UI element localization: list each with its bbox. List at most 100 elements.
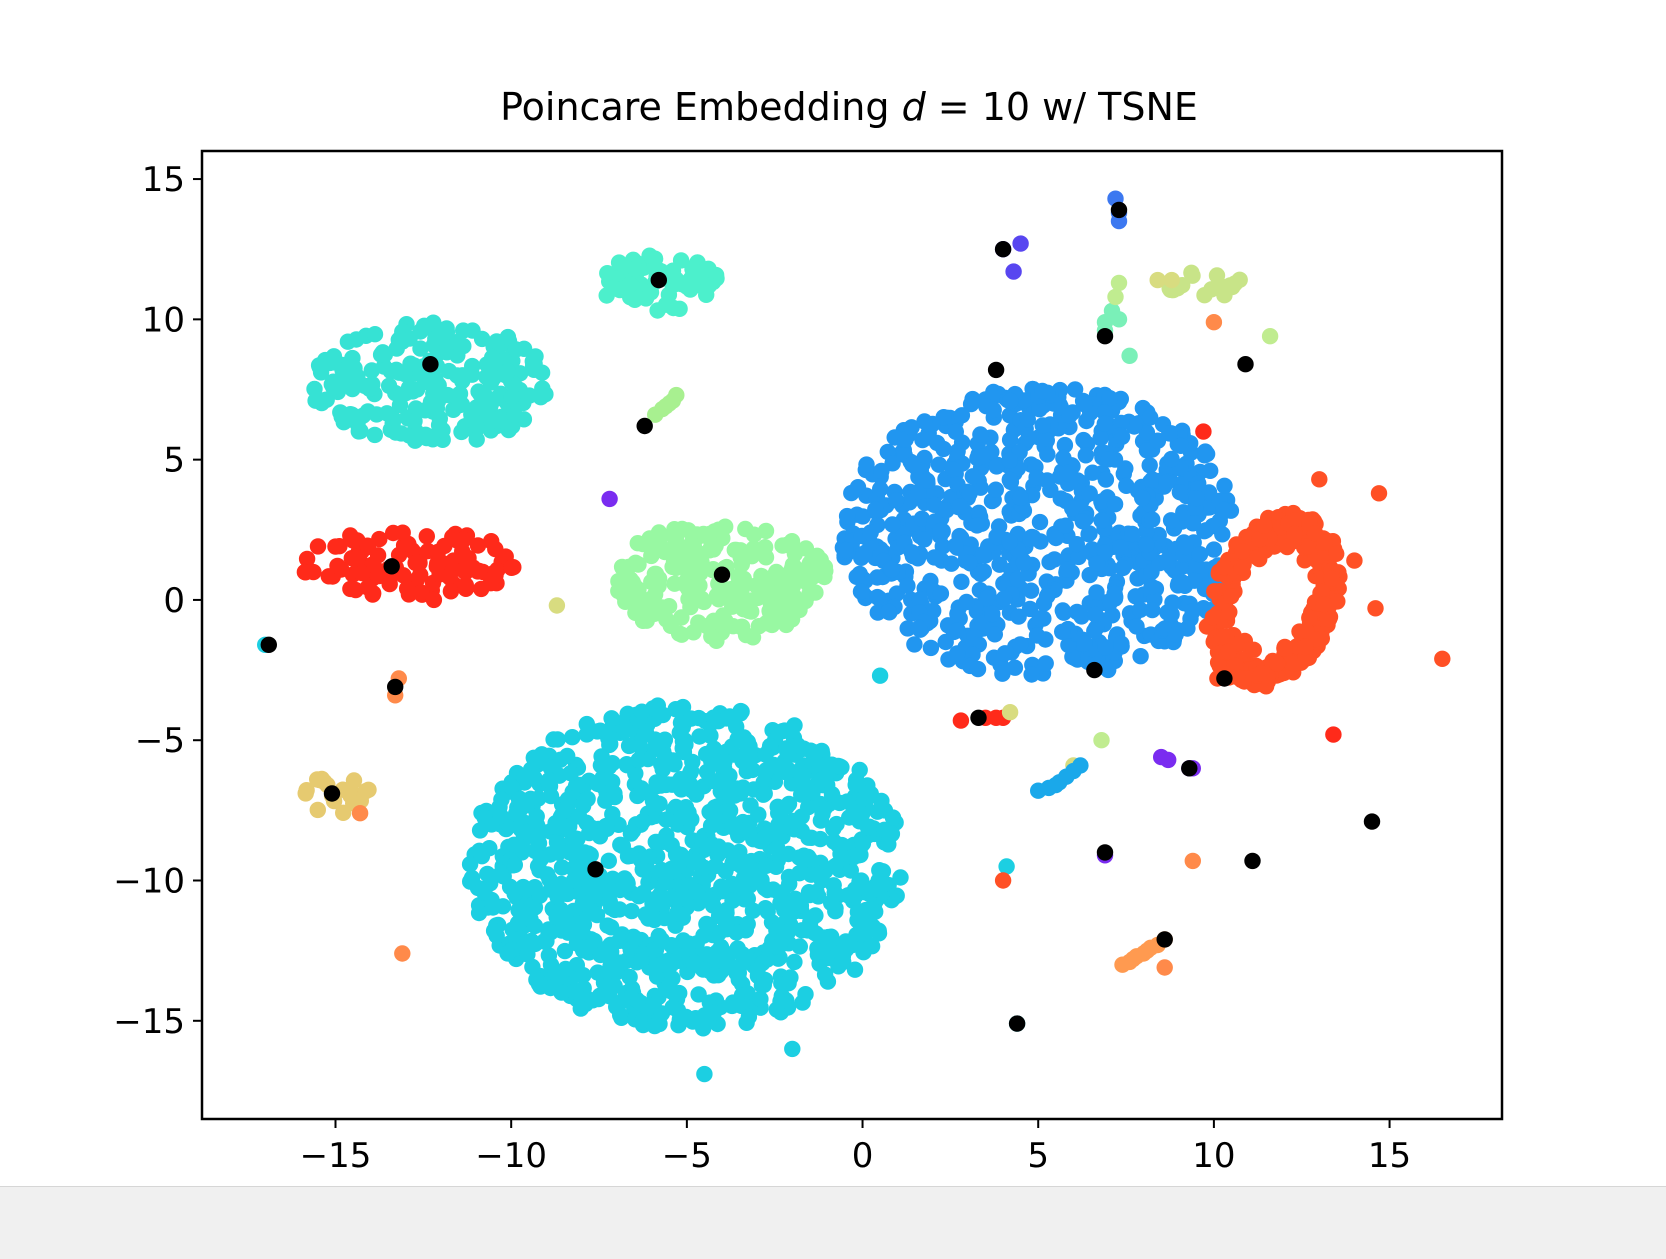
scatter-point <box>710 521 727 538</box>
scatter-point <box>916 413 933 430</box>
scatter-point <box>969 660 987 678</box>
scatter-point <box>1081 566 1098 584</box>
x-tick-label: −10 <box>475 1136 547 1176</box>
scatter-point <box>947 423 964 440</box>
scatter-point <box>641 530 658 547</box>
scatter-point <box>390 364 408 381</box>
scatter-point <box>985 401 1002 419</box>
scatter-point <box>473 330 491 348</box>
scatter-point <box>463 869 481 887</box>
scatter-point <box>549 835 566 852</box>
scatter-point <box>823 894 840 912</box>
scatter-point <box>1096 404 1113 421</box>
scatter-point <box>756 539 774 556</box>
scatter-point <box>356 377 374 395</box>
scatter-point <box>726 541 743 559</box>
scatter-point <box>672 275 690 293</box>
scatter-point <box>786 545 804 562</box>
scatter-point <box>1160 751 1177 769</box>
scatter-point <box>492 866 509 883</box>
scatter-point <box>1234 543 1251 560</box>
scatter-point <box>849 775 866 793</box>
scatter-point <box>364 584 381 602</box>
scatter-point <box>1175 558 1192 575</box>
scatter-point <box>576 939 594 956</box>
scatter-point <box>718 914 735 931</box>
scatter-point <box>862 524 879 541</box>
scatter-point <box>1298 622 1315 640</box>
scatter-point <box>855 545 873 562</box>
scatter-point <box>721 708 738 725</box>
scatter-point <box>949 606 967 624</box>
scatter-point <box>542 787 560 805</box>
marker-point-black <box>323 785 341 802</box>
scatter-point <box>757 900 774 917</box>
scatter-point <box>859 819 877 836</box>
scatter-point <box>995 590 1013 607</box>
title-suffix: = 10 w/ TSNE <box>926 85 1198 129</box>
scatter-point <box>649 889 666 907</box>
scatter-point <box>309 538 327 555</box>
scatter-point <box>633 952 650 969</box>
scatter-point <box>675 932 692 949</box>
scatter-point <box>1156 959 1173 976</box>
title-prefix: Poincare Embedding <box>500 85 902 129</box>
scatter-point <box>685 955 703 972</box>
scatter-point <box>972 565 989 583</box>
scatter-point <box>578 726 595 743</box>
scatter-point <box>542 979 559 997</box>
scatter-point <box>690 854 707 872</box>
scatter-point <box>527 348 544 365</box>
scatter-point <box>476 809 493 826</box>
scatter-point <box>526 917 544 935</box>
scatter-point <box>880 603 897 621</box>
scatter-point <box>949 645 966 662</box>
scatter-point <box>1127 588 1144 605</box>
scatter-point <box>658 611 675 628</box>
scatter-point <box>1001 452 1018 469</box>
scatter-point <box>786 953 803 971</box>
scatter-point <box>832 845 849 863</box>
marker-point-black <box>636 417 653 435</box>
scatter-point <box>667 558 685 575</box>
plot-area-frame <box>200 149 1504 1121</box>
scatter-point <box>525 749 542 766</box>
scatter-point <box>1213 278 1230 295</box>
scatter-point <box>1054 623 1071 640</box>
scatter-point <box>1184 515 1202 532</box>
scatter-point <box>732 857 750 874</box>
scatter-point <box>539 866 556 883</box>
scatter-point <box>884 516 901 533</box>
scatter-point <box>1064 500 1081 517</box>
scatter-point <box>1173 574 1191 591</box>
scatter-point <box>635 884 652 902</box>
scatter-point <box>696 1065 713 1083</box>
scatter-point <box>932 522 949 540</box>
scatter-point <box>816 568 833 586</box>
scatter-point <box>916 531 933 548</box>
scatter-point <box>739 890 756 907</box>
scatter-point <box>488 333 505 350</box>
scatter-point <box>1252 665 1270 682</box>
scatter-point <box>579 790 596 808</box>
scatter-point <box>603 943 620 961</box>
scatter-point <box>910 619 928 637</box>
scatter-point <box>484 349 501 366</box>
scatter-point <box>599 265 616 282</box>
scatter-point <box>708 632 725 649</box>
scatter-point <box>705 541 722 558</box>
scatter-point <box>626 291 643 308</box>
scatter-point <box>1149 271 1166 289</box>
scatter-point <box>1325 726 1342 743</box>
scatter-point <box>1214 526 1231 543</box>
scatter-point <box>349 550 366 567</box>
scatter-point <box>740 1008 758 1025</box>
scatter-point <box>1132 648 1149 665</box>
scatter-point <box>750 618 768 635</box>
scatter-point <box>621 968 638 986</box>
scatter-point <box>1167 626 1184 643</box>
scatter-point <box>687 578 704 595</box>
scatter-point <box>718 773 735 791</box>
scatter-point <box>1047 529 1065 547</box>
scatter-point <box>661 395 678 412</box>
